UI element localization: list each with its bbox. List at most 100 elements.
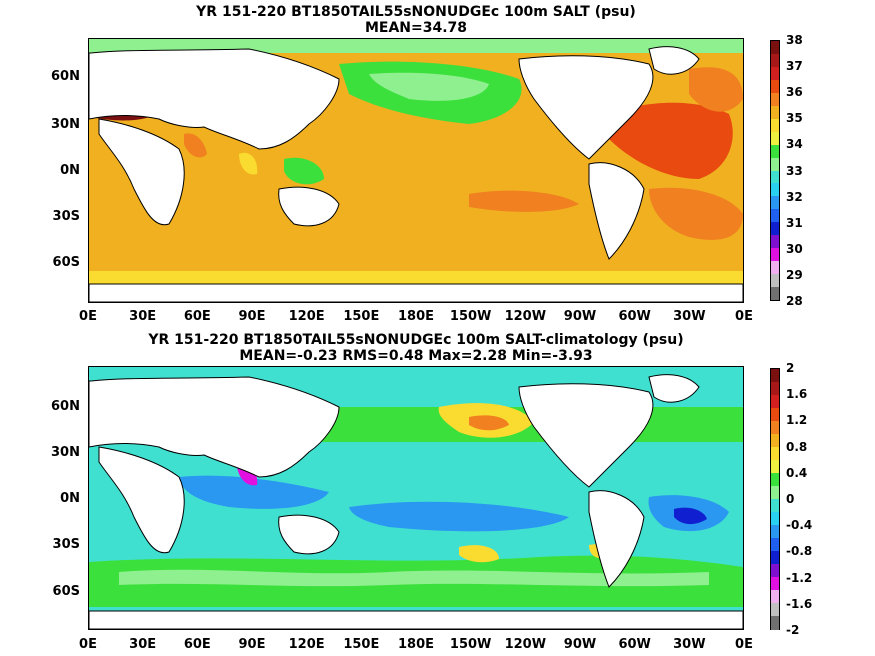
- p2-colorbar-swatch: [771, 616, 779, 630]
- p2-lon-label: 180E: [397, 637, 435, 652]
- p1-colorbar-swatch: [771, 274, 779, 288]
- p2-north-america: [518, 383, 654, 488]
- p2-colorbar-swatch: [771, 564, 779, 578]
- p2-lon-label: 30E: [129, 637, 157, 652]
- p2-colorbar-swatch: [771, 577, 779, 591]
- p1-lon-label: 120W: [504, 309, 547, 324]
- p2-lon-label: 120W: [504, 637, 547, 652]
- p2-lon-label: 90W: [563, 637, 597, 652]
- p1-colorbar-swatch: [771, 105, 779, 120]
- p1-colorbar-swatch: [771, 41, 779, 55]
- p2-colorbar-swatch: [771, 434, 779, 448]
- p1-colorbar-swatch: [771, 79, 779, 94]
- p2-colorbar-swatch: [771, 382, 779, 396]
- p2-colorbar-label: -1.6: [786, 596, 813, 611]
- p1-colorbar-swatch: [771, 170, 779, 184]
- p1-eurasia: [89, 48, 340, 150]
- p2-colorbar-label: -1.2: [786, 570, 813, 585]
- p1-lat-60n: 60N: [51, 69, 80, 84]
- p1-colorbar-swatch: [771, 92, 779, 107]
- panel1-map[interactable]: [88, 38, 744, 303]
- p1-colorbar-label: 32: [786, 189, 803, 204]
- p1-south-america: [588, 162, 645, 260]
- p1-arabian-salty: [184, 133, 207, 158]
- p1-land: [89, 46, 743, 302]
- p1-indonesia: [284, 157, 324, 185]
- p2-australia: [278, 514, 340, 555]
- p1-lat-30s: 30S: [52, 209, 80, 224]
- p2-npac-pos-core: [469, 415, 509, 431]
- panel1-map-svg: [89, 39, 743, 302]
- p2-lon-label: 60W: [618, 637, 651, 652]
- p2-land: [89, 374, 743, 629]
- panel2-map-svg: [89, 367, 743, 629]
- panel2-title: YR 151-220 BT1850TAIL55sNONUDGEc 100m SA…: [148, 332, 684, 348]
- p1-lon-label: 180E: [397, 309, 435, 324]
- p1-lon-label: 60E: [183, 309, 211, 324]
- p2-colorbar-swatch: [771, 486, 779, 500]
- p2-lon-label: 60E: [183, 637, 211, 652]
- p1-colorbar-swatch: [771, 235, 779, 249]
- p1-colorbar-label: 36: [786, 85, 803, 100]
- p2-colorbar-label: -2: [786, 623, 800, 637]
- p1-colorbar-swatch: [771, 118, 779, 133]
- p1-colorbar-label: 33: [786, 163, 803, 178]
- p2-colorbar-label: 1.2: [786, 413, 808, 428]
- p1-natl-salty: [609, 102, 733, 179]
- p2-lon-label: 120E: [288, 637, 325, 652]
- p1-australia: [278, 186, 340, 227]
- p1-colorbar-label: 30: [786, 241, 803, 256]
- p2-colorbar-swatch: [771, 538, 779, 552]
- p2-lon-label: 30W: [673, 637, 706, 652]
- p1-colorbar-label: 28: [786, 294, 803, 308]
- p1-colorbar-label: 35: [786, 111, 803, 126]
- p2-eurasia: [89, 376, 340, 478]
- p2-colorbar-swatch: [771, 499, 779, 513]
- p2-greenland: [648, 374, 700, 403]
- p2-colorbar-label: 0.8: [786, 439, 808, 454]
- p1-colorbar-swatch: [771, 261, 779, 275]
- p2-colorbar-swatch: [771, 473, 779, 487]
- p2-so-lightgreen: [119, 569, 709, 587]
- p2-satl-neg-core: [674, 507, 707, 525]
- p2-lat-30n: 30N: [51, 445, 80, 460]
- p1-colorbar-label: 31: [786, 215, 803, 230]
- p1-colorbar: [770, 40, 780, 301]
- p2-colorbar-swatch: [771, 590, 779, 604]
- p2-lat-0n: 0N: [60, 491, 80, 506]
- p1-colorbar-swatch: [771, 222, 779, 236]
- p1-lon-label: 90E: [238, 309, 266, 324]
- p2-colorbar-swatch: [771, 525, 779, 539]
- p2-spac-pos: [459, 545, 499, 563]
- p1-lon-label: 150E: [343, 309, 380, 324]
- p1-colorbar-swatch: [771, 287, 779, 301]
- p1-colorbar-swatch: [771, 183, 779, 197]
- p1-colorbar-swatch: [771, 196, 779, 210]
- p2-pac-neg: [349, 501, 569, 532]
- p1-colorbar-swatch: [771, 53, 779, 68]
- p1-natl-subpolar: [689, 67, 743, 112]
- p2-indo-neg: [179, 475, 329, 509]
- p1-lon-label: 90W: [563, 309, 597, 324]
- p2-antarctica: [89, 610, 743, 629]
- p2-colorbar-label: 2: [786, 361, 795, 375]
- p1-lat-0n: 0N: [60, 163, 80, 178]
- panel2-map[interactable]: [88, 366, 744, 630]
- p1-colorbar-swatch: [771, 248, 779, 262]
- p2-lat-30s: 30S: [52, 537, 80, 552]
- p1-colorbar-swatch: [771, 157, 779, 171]
- p2-colorbar-label: -0.4: [786, 518, 813, 533]
- p1-lat-30n: 30N: [51, 117, 80, 132]
- p1-colorbar-swatch: [771, 209, 779, 223]
- p1-colorbar-label: 38: [786, 33, 803, 47]
- p1-lon-label: 60W: [618, 309, 651, 324]
- panel1-title: YR 151-220 BT1850TAIL55sNONUDGEc 100m SA…: [196, 4, 636, 20]
- p1-colorbar-label: 37: [786, 59, 803, 74]
- p1-north-america: [518, 55, 654, 160]
- p2-lon-label: 150W: [449, 637, 492, 652]
- p1-satl-salty: [649, 187, 743, 240]
- p1-lon-label: 0E: [735, 309, 753, 324]
- p2-colorbar-swatch: [771, 421, 779, 435]
- p1-lon-label: 150W: [449, 309, 492, 324]
- p2-colorbar-label: -0.8: [786, 544, 813, 559]
